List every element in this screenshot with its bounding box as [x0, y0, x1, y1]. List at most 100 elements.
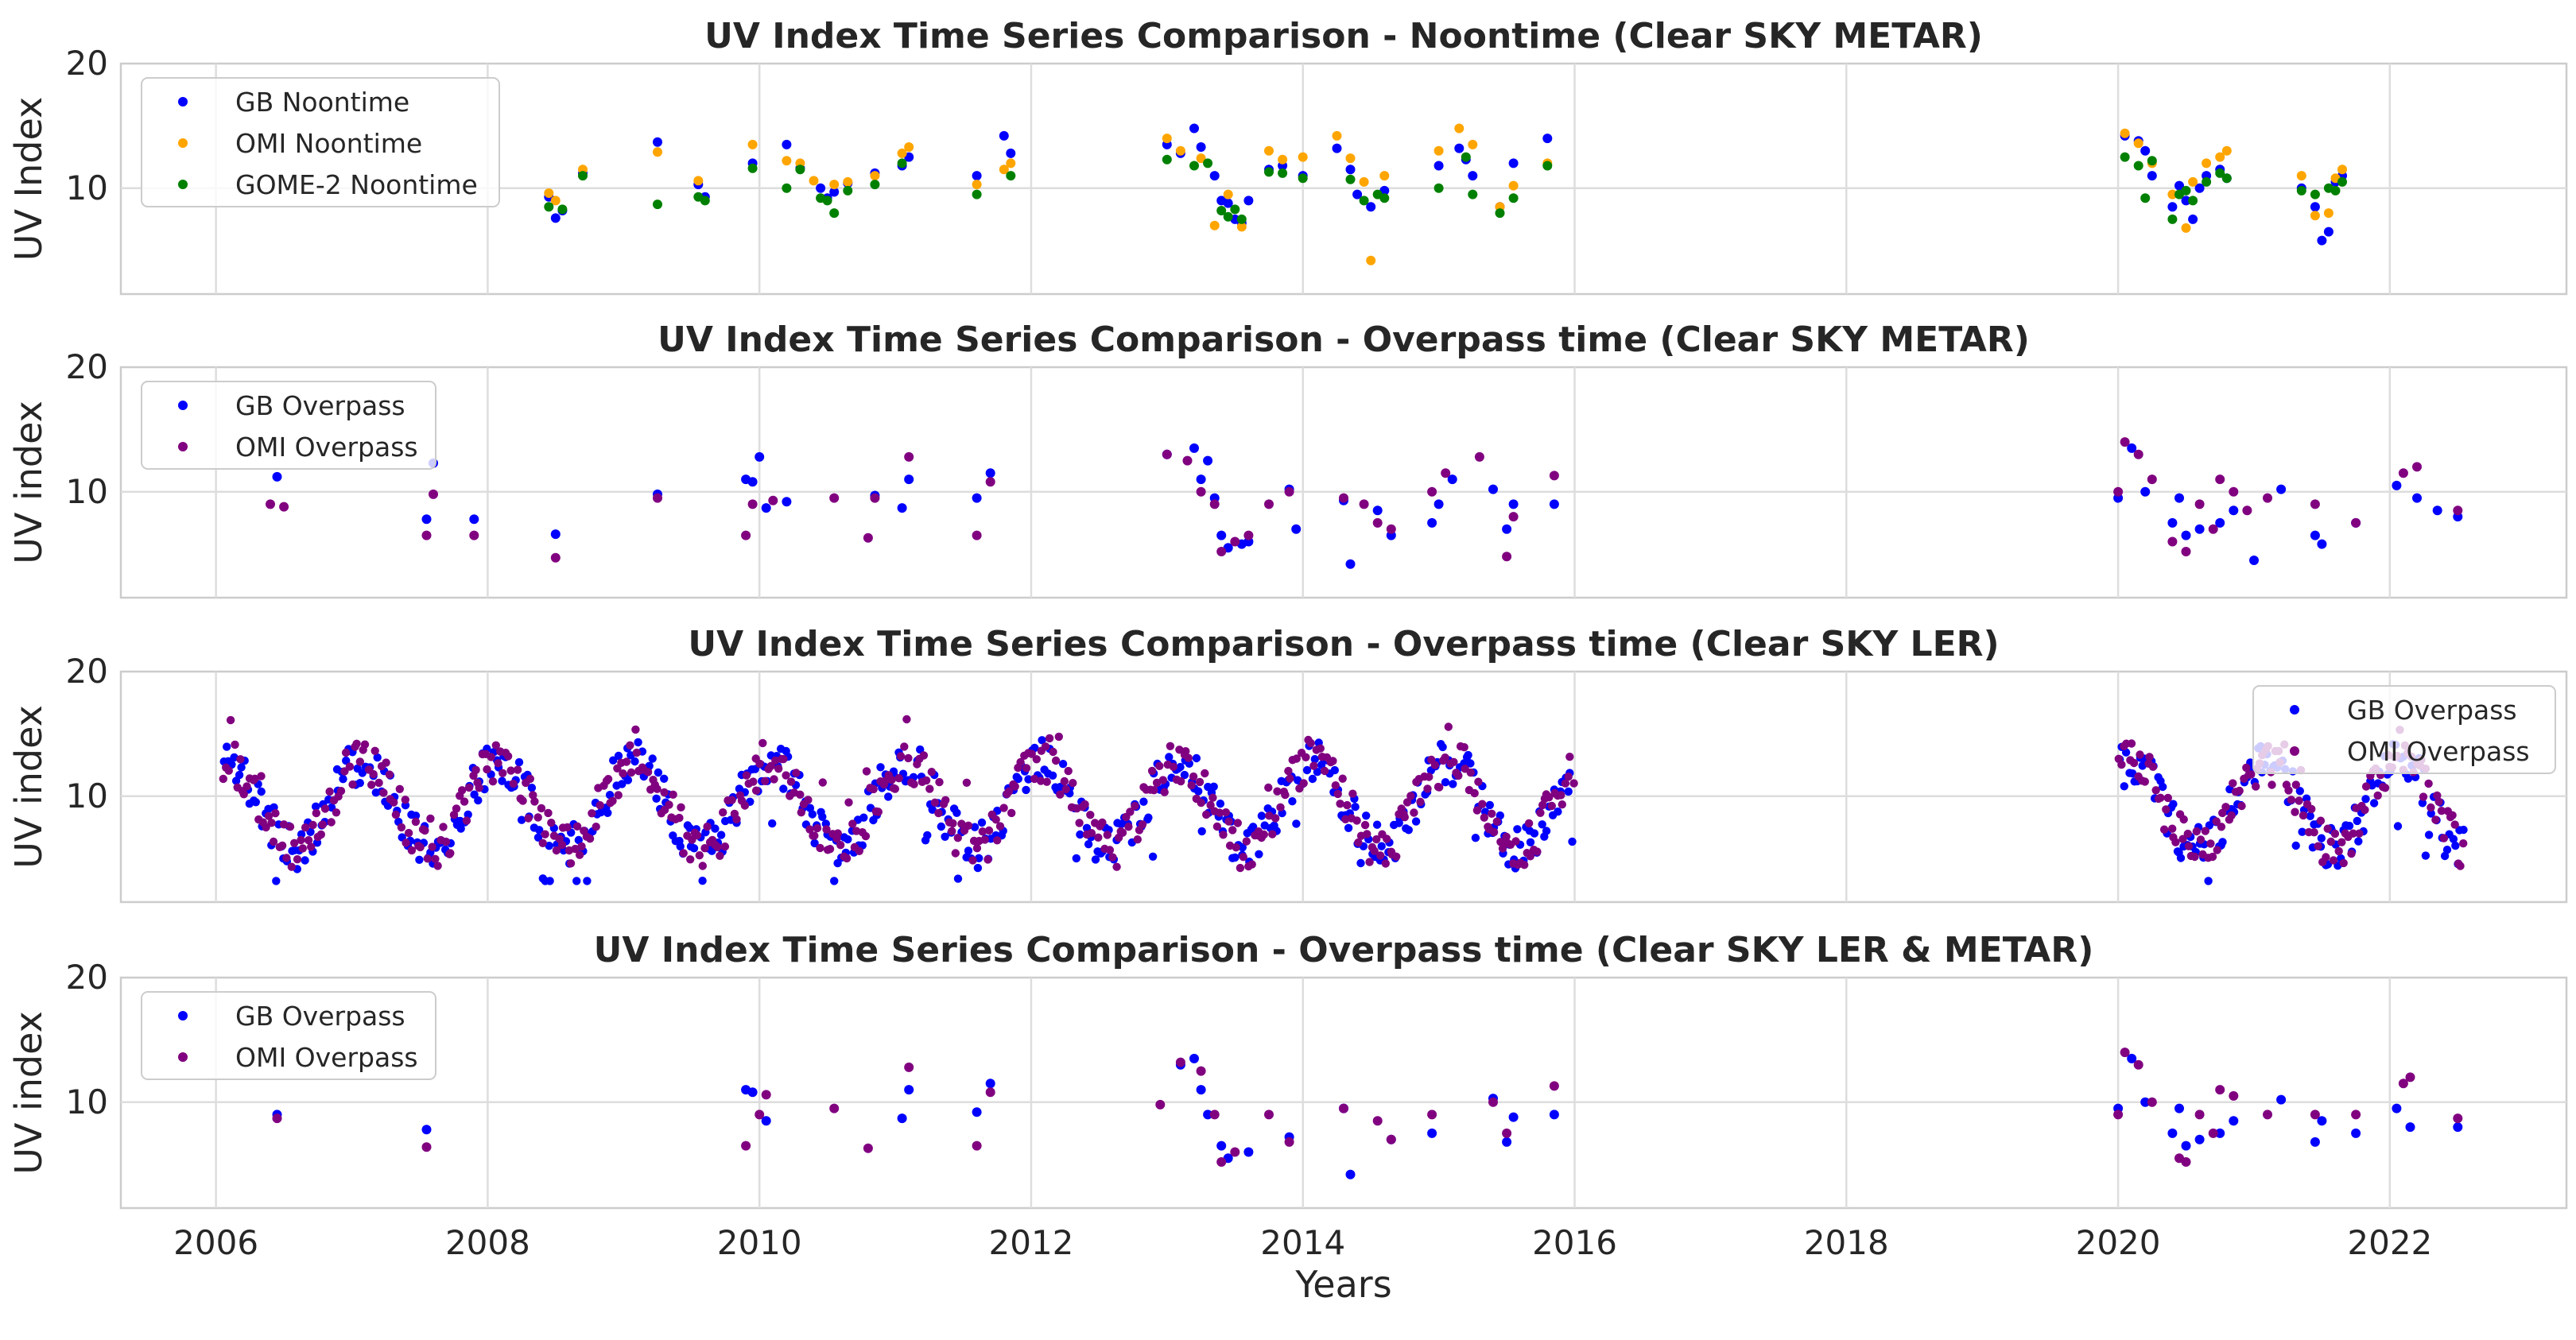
data-point: [2194, 1134, 2205, 1144]
data-point: [1441, 753, 1449, 762]
data-point: [533, 813, 542, 822]
data-point: [464, 783, 474, 792]
data-point: [1330, 765, 1340, 775]
data-point: [2310, 1110, 2320, 1120]
data-point: [415, 855, 424, 865]
data-point: [796, 790, 805, 799]
data-point: [2263, 1110, 2272, 1120]
data-point: [1076, 830, 1084, 839]
data-point: [1508, 499, 1519, 509]
data-point: [1105, 846, 1115, 854]
data-point: [829, 180, 840, 190]
data-point: [529, 791, 537, 800]
legend-label: OMI Overpass: [235, 1042, 418, 1073]
data-point: [1230, 1147, 1240, 1157]
data-point: [786, 777, 796, 786]
data-point: [325, 787, 334, 796]
data-point: [995, 822, 1005, 831]
y-tick-label: 10: [66, 472, 108, 511]
legend: GB Overpass OMI Overpass: [141, 991, 436, 1080]
data-point: [2147, 1097, 2157, 1107]
data-point: [896, 752, 906, 761]
data-point: [2330, 829, 2340, 838]
subplot-3: 10 20 UV Index Time Series Comparison - Ov…: [7, 624, 2568, 904]
data-point: [985, 1087, 995, 1098]
data-point: [1381, 859, 1391, 868]
data-point: [1032, 755, 1042, 764]
data-point: [698, 862, 707, 870]
data-point: [2163, 793, 2172, 803]
data-point: [1216, 530, 1227, 540]
data-point: [421, 1125, 432, 1135]
data-point: [1433, 499, 1444, 509]
data-point: [627, 768, 636, 777]
data-point: [1216, 547, 1227, 556]
data-point: [1189, 161, 1199, 171]
data-point: [1502, 1137, 1512, 1147]
data-point: [2296, 171, 2306, 181]
data-point: [904, 474, 914, 485]
data-point: [1042, 777, 1051, 786]
subplot-title: UV Index Time Series Comparison - Noonti…: [704, 16, 1983, 56]
data-point: [439, 823, 448, 831]
data-point: [2188, 196, 2198, 206]
data-point: [1243, 530, 1254, 540]
data-point: [2351, 1128, 2361, 1138]
data-point: [483, 765, 491, 774]
data-point: [1175, 145, 1185, 156]
data-point: [2354, 837, 2363, 846]
data-point: [1236, 214, 1247, 224]
data-point: [782, 771, 790, 780]
data-point: [1433, 161, 1444, 171]
data-point: [537, 804, 546, 813]
data-point: [937, 822, 946, 831]
data-point: [2337, 165, 2347, 175]
data-point: [1492, 817, 1502, 826]
data-point: [870, 171, 880, 181]
data-point: [972, 171, 982, 181]
data-point: [859, 813, 868, 822]
data-point: [653, 147, 662, 157]
data-point: [2176, 854, 2186, 862]
data-point: [766, 761, 775, 770]
data-point: [1255, 850, 1263, 859]
legend-box: [141, 381, 436, 470]
data-point: [2174, 1103, 2184, 1113]
data-point: [984, 826, 994, 835]
data-point: [1069, 779, 1077, 788]
data-point: [1310, 755, 1320, 764]
data-point: [2310, 828, 2318, 837]
data-point: [1363, 830, 1371, 838]
data-point: [968, 856, 977, 865]
data-point: [1348, 789, 1357, 798]
data-point: [2322, 853, 2330, 862]
data-point: [578, 171, 588, 181]
data-point: [235, 770, 244, 780]
data-point: [2215, 1128, 2225, 1138]
data-point: [1257, 811, 1267, 820]
data-point: [301, 823, 310, 832]
data-point: [2424, 831, 2434, 839]
data-point: [919, 751, 929, 760]
data-point: [972, 844, 982, 853]
data-point: [1139, 797, 1148, 806]
data-point: [675, 813, 684, 823]
data-point: [1496, 838, 1505, 846]
data-point: [1508, 512, 1519, 522]
data-point: [535, 826, 544, 835]
data-point: [1433, 183, 1444, 193]
data-point: [518, 796, 527, 805]
data-point: [1333, 789, 1342, 799]
data-point: [1126, 807, 1135, 816]
data-point: [2171, 838, 2180, 846]
data-point: [257, 787, 266, 796]
data-point: [1427, 517, 1437, 528]
data-point: [2392, 480, 2402, 490]
data-point: [1441, 778, 1450, 787]
data-point: [1150, 786, 1158, 795]
data-point: [1103, 831, 1112, 839]
data-point: [544, 808, 553, 818]
data-point: [2361, 782, 2371, 791]
data-point: [927, 768, 937, 777]
data-point: [1366, 255, 1376, 265]
